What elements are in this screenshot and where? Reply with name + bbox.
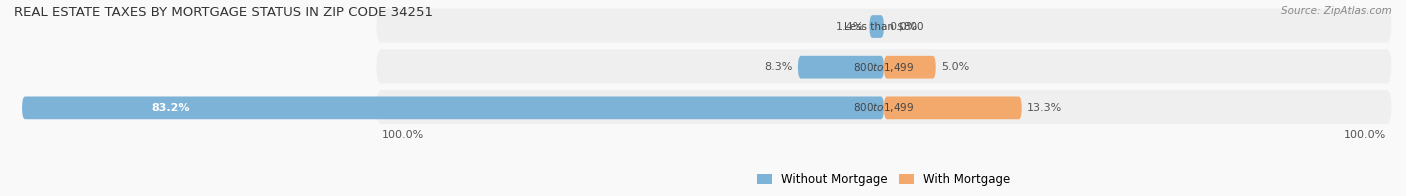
Text: Less than $800: Less than $800	[844, 22, 924, 32]
Text: $800 to $1,499: $800 to $1,499	[853, 61, 914, 74]
Text: 13.3%: 13.3%	[1026, 103, 1062, 113]
Legend: Without Mortgage, With Mortgage: Without Mortgage, With Mortgage	[758, 173, 1011, 186]
Text: 0.0%: 0.0%	[889, 22, 917, 32]
FancyBboxPatch shape	[797, 56, 884, 79]
FancyBboxPatch shape	[884, 96, 1022, 119]
FancyBboxPatch shape	[377, 9, 1392, 43]
Text: $800 to $1,499: $800 to $1,499	[853, 101, 914, 114]
Text: 83.2%: 83.2%	[152, 103, 190, 113]
Text: Source: ZipAtlas.com: Source: ZipAtlas.com	[1281, 6, 1392, 16]
FancyBboxPatch shape	[377, 90, 1392, 124]
Text: 1.4%: 1.4%	[835, 22, 865, 32]
Text: 5.0%: 5.0%	[941, 62, 969, 72]
FancyBboxPatch shape	[22, 96, 884, 119]
FancyBboxPatch shape	[377, 49, 1392, 83]
Text: REAL ESTATE TAXES BY MORTGAGE STATUS IN ZIP CODE 34251: REAL ESTATE TAXES BY MORTGAGE STATUS IN …	[14, 6, 433, 19]
Text: 8.3%: 8.3%	[765, 62, 793, 72]
Text: 100.0%: 100.0%	[381, 130, 423, 140]
FancyBboxPatch shape	[884, 56, 936, 79]
Text: 100.0%: 100.0%	[1344, 130, 1386, 140]
FancyBboxPatch shape	[869, 15, 884, 38]
